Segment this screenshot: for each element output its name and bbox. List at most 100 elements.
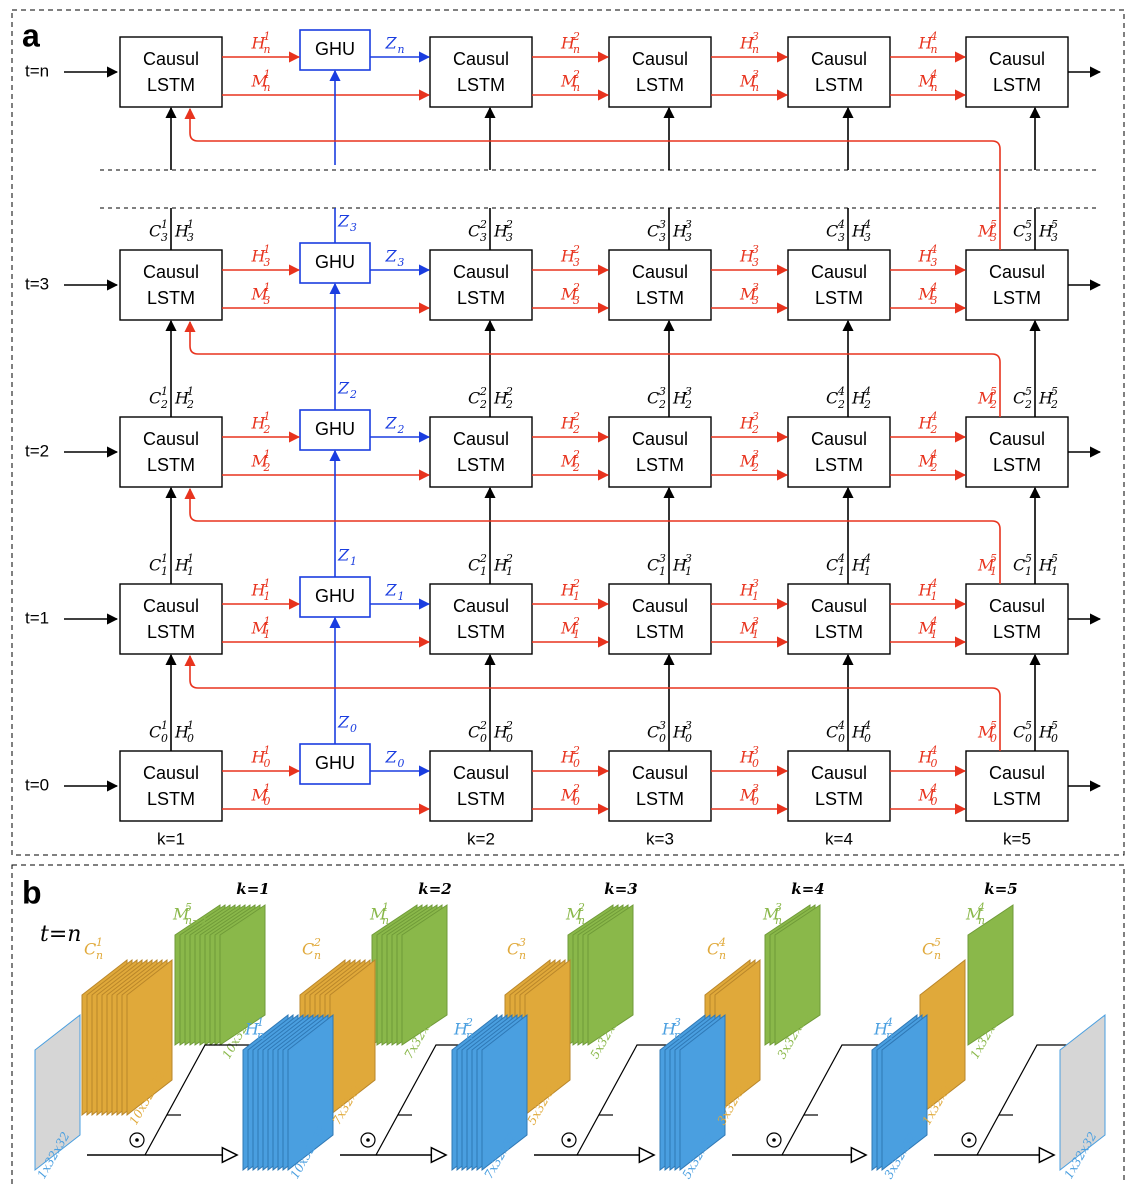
math-subscript: n xyxy=(775,914,782,927)
math-symbol: H xyxy=(251,581,267,600)
box-text: Causul xyxy=(632,596,688,616)
box-text: Causul xyxy=(632,49,688,69)
column-label: k=4 xyxy=(825,829,853,848)
column-label: k=1 xyxy=(157,829,185,848)
column-label: k=3 xyxy=(646,829,674,848)
math-subscript: 0 xyxy=(1025,732,1032,745)
math-superscript: 3 xyxy=(752,744,759,757)
math-symbol: M xyxy=(977,222,995,241)
math-subscript: 2 xyxy=(863,398,871,411)
math-subscript: 2 xyxy=(505,398,513,411)
math-superscript: 3 xyxy=(685,218,692,231)
math-superscript: 2 xyxy=(572,615,580,628)
math-superscript: 5 xyxy=(185,901,192,914)
math-superscript: 2 xyxy=(479,552,487,565)
panel-label: b xyxy=(22,874,42,910)
math-symbol: Z xyxy=(385,748,398,767)
math-superscript: 3 xyxy=(752,68,759,81)
math-subscript: n xyxy=(719,949,726,962)
math-symbol: C xyxy=(922,940,934,959)
panel-b-border xyxy=(11,864,1125,1184)
math-symbol: H xyxy=(174,723,190,742)
math-symbol: C xyxy=(1013,222,1025,241)
math-superscript: 4 xyxy=(930,243,938,256)
math-superscript: 1 xyxy=(257,1016,264,1029)
math-subscript: 3 xyxy=(838,231,845,244)
box-text: Causul xyxy=(989,429,1045,449)
math-subscript: 0 xyxy=(838,732,845,745)
math-symbol: H xyxy=(251,414,267,433)
math-superscript: 5 xyxy=(990,218,997,231)
math-symbol: C xyxy=(647,556,659,575)
math-superscript: 1 xyxy=(96,936,103,949)
math-subscript: 3 xyxy=(398,256,405,269)
math-subscript: 3 xyxy=(573,256,580,269)
box-text: Causul xyxy=(453,596,509,616)
box-text: LSTM xyxy=(147,455,195,475)
math-superscript: 3 xyxy=(519,936,526,949)
panel-label: a xyxy=(22,17,40,53)
math-symbol: H xyxy=(493,389,509,408)
math-superscript: 2 xyxy=(572,281,580,294)
math-superscript: 3 xyxy=(685,719,692,732)
box-text: Causul xyxy=(143,262,199,282)
math-subscript: 1 xyxy=(990,565,997,578)
math-superscript: 1 xyxy=(187,552,194,565)
math-symbol: H xyxy=(918,581,934,600)
math-subscript: 2 xyxy=(751,461,759,474)
math-symbol: Z xyxy=(337,546,350,565)
hadamard-dot xyxy=(366,1138,370,1142)
recurrent-path xyxy=(184,320,1001,417)
row-label: t=2 xyxy=(25,441,49,460)
math-subscript: 0 xyxy=(752,795,759,808)
box-text: LSTM xyxy=(147,75,195,95)
math-superscript: 1 xyxy=(264,410,271,423)
math-symbol: H xyxy=(560,247,576,266)
math-symbol: H xyxy=(672,556,688,575)
box-text: LSTM xyxy=(147,789,195,809)
box-text: LSTM xyxy=(636,75,684,95)
math-symbol: C xyxy=(149,389,161,408)
math-symbol: H xyxy=(739,247,755,266)
math-superscript: 2 xyxy=(572,243,580,256)
math-symbol: M xyxy=(918,786,936,805)
box-text: Causul xyxy=(453,262,509,282)
ghu-text: GHU xyxy=(315,252,355,272)
lstm-box xyxy=(965,36,1069,108)
math-subscript: n xyxy=(886,1029,893,1042)
math-subscript: 3 xyxy=(931,256,938,269)
math-subscript: 3 xyxy=(1025,231,1032,244)
feature-layer xyxy=(967,904,1014,1046)
math-symbol: C xyxy=(826,222,838,241)
math-superscript: 4 xyxy=(930,615,938,628)
math-symbol: H xyxy=(174,556,190,575)
box-text: Causul xyxy=(632,763,688,783)
math-superscript: 3 xyxy=(685,385,692,398)
lstm-box xyxy=(608,583,712,655)
math-subscript: 3 xyxy=(685,231,692,244)
math-symbol: C xyxy=(468,389,480,408)
box-text: LSTM xyxy=(815,288,863,308)
lstm-box xyxy=(119,583,223,655)
box-text: LSTM xyxy=(457,789,505,809)
box-text: Causul xyxy=(811,763,867,783)
math-symbol: M xyxy=(918,619,936,638)
math-superscript: 1 xyxy=(161,218,168,231)
math-superscript: 1 xyxy=(187,719,194,732)
ghu-text: GHU xyxy=(315,419,355,439)
lstm-box xyxy=(787,36,891,108)
math-superscript: 3 xyxy=(674,1016,681,1029)
math-subscript: 1 xyxy=(931,590,938,603)
math-subscript: n xyxy=(264,81,271,94)
math-symbol: H xyxy=(739,581,755,600)
box-text: LSTM xyxy=(815,789,863,809)
math-superscript: 1 xyxy=(264,577,271,590)
math-superscript: 2 xyxy=(577,901,585,914)
recurrent-path xyxy=(184,654,1001,751)
math-subscript: 3 xyxy=(480,231,487,244)
box-text: LSTM xyxy=(457,288,505,308)
math-superscript: 2 xyxy=(505,552,513,565)
math-subscript: n xyxy=(314,949,321,962)
math-symbol: M xyxy=(251,619,269,638)
